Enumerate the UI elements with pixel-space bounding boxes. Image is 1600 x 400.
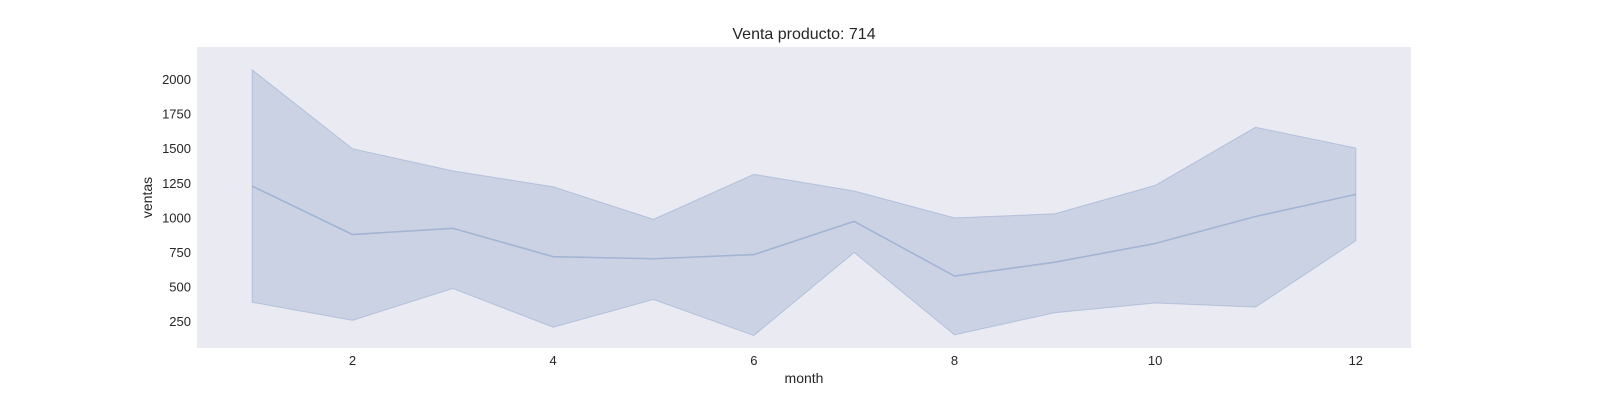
y-tick-label: 1250 (162, 176, 191, 191)
x-tick-label: 4 (550, 353, 557, 368)
y-tick-label: 250 (169, 314, 191, 329)
y-tick-label: 1000 (162, 210, 191, 225)
x-tick-label: 8 (951, 353, 958, 368)
y-axis-ticks: 250 500 750 1000 1250 1500 1750 2000 (162, 72, 191, 329)
plot-area (197, 47, 1411, 348)
series-line (251, 185, 1356, 277)
x-tick-label: 10 (1148, 353, 1162, 368)
x-tick-label: 6 (750, 353, 757, 368)
x-axis-label: month (785, 370, 824, 386)
x-axis-ticks: 2 4 6 8 10 12 (349, 353, 1363, 368)
chart-title: Venta producto: 714 (732, 26, 875, 43)
y-axis-label: ventas (139, 177, 155, 218)
confidence-band-layer (251, 68, 1357, 337)
y-tick-label: 2000 (162, 72, 191, 87)
line-layer (251, 185, 1356, 277)
x-tick-label: 12 (1349, 353, 1363, 368)
y-tick-label: 750 (169, 245, 191, 260)
y-tick-label: 500 (169, 280, 191, 295)
y-tick-label: 1750 (162, 107, 191, 122)
y-tick-label: 1500 (162, 141, 191, 156)
x-tick-label: 2 (349, 353, 356, 368)
confidence-band (251, 68, 1357, 337)
